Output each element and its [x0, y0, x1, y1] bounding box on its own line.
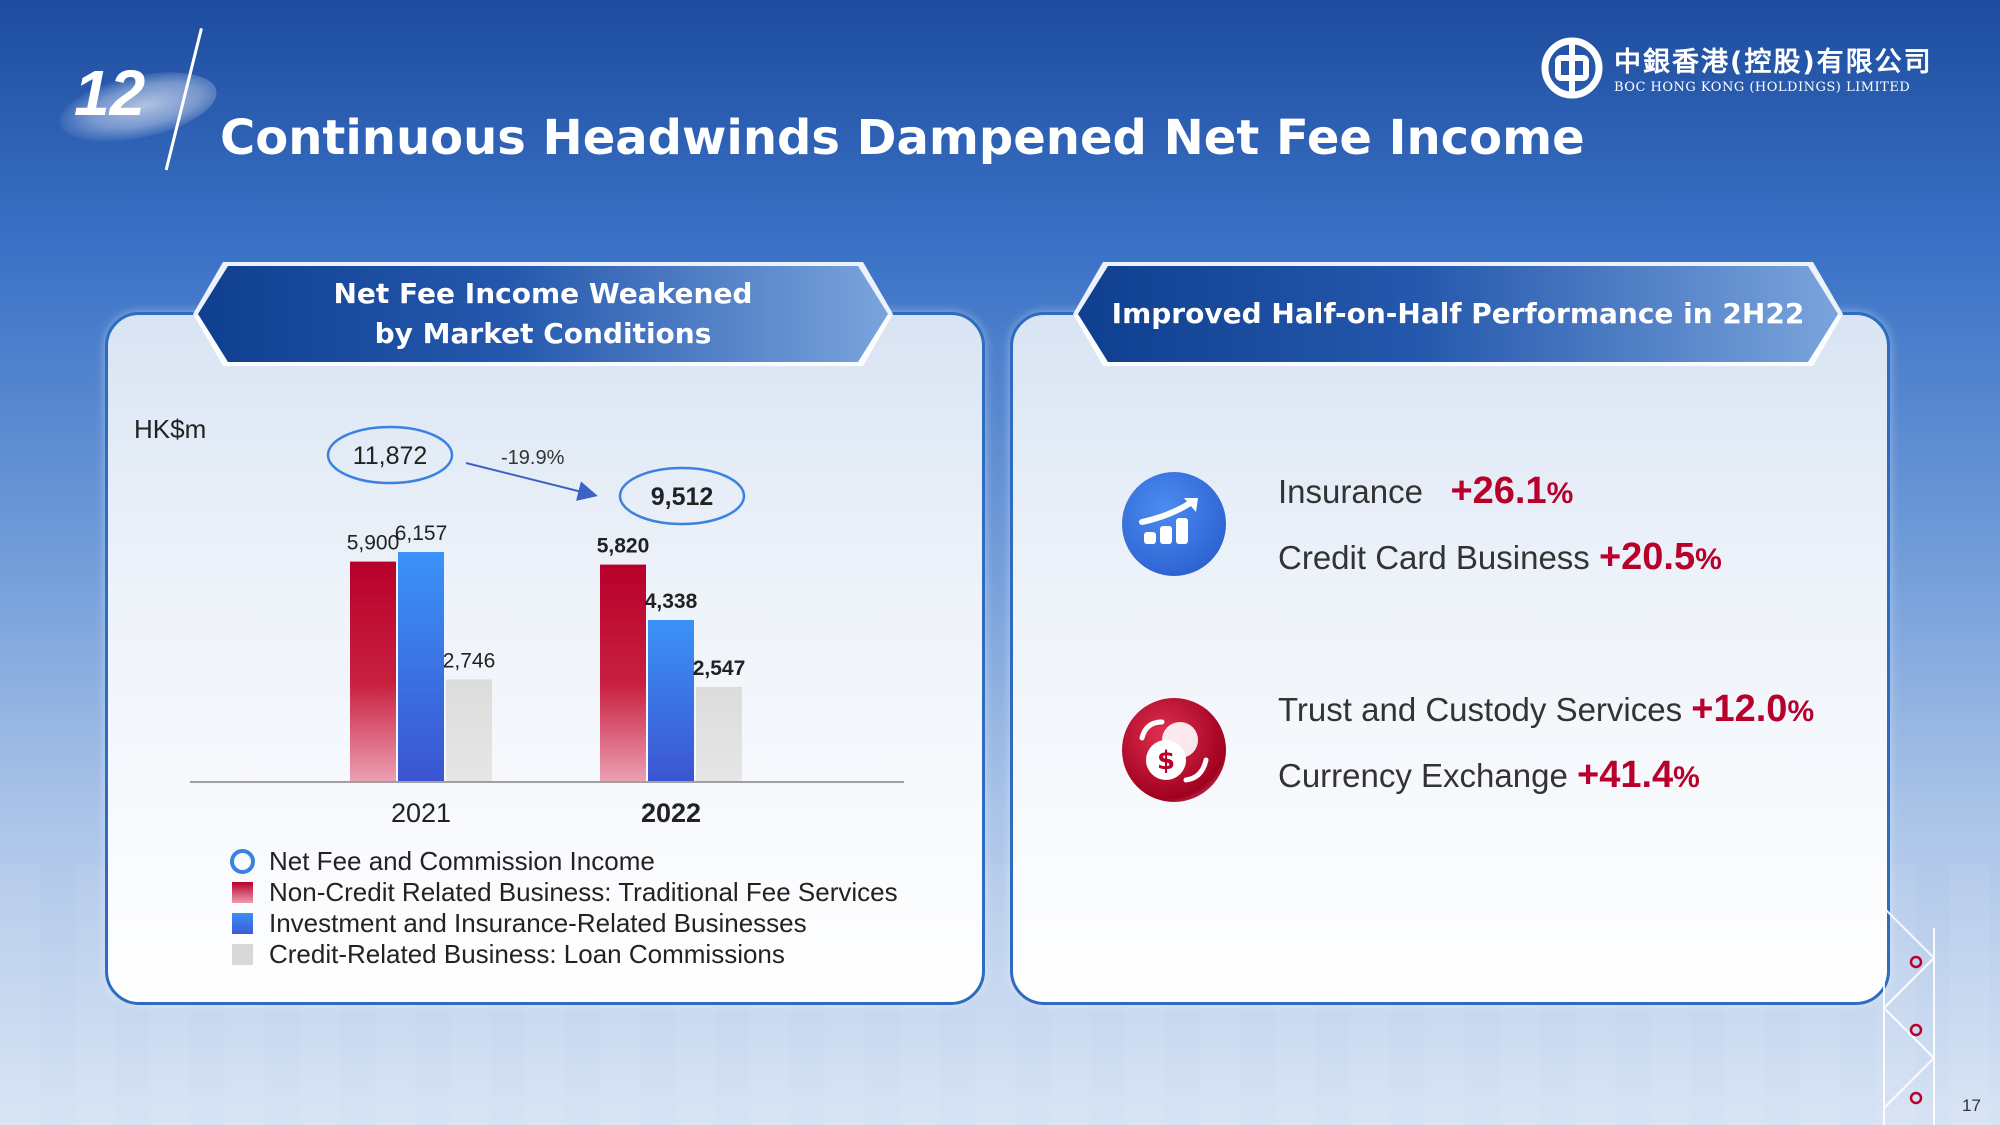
- page-number: 17: [1962, 1096, 1981, 1115]
- legend-swatch-total: [230, 849, 255, 874]
- legend-swatch-investment: [232, 913, 253, 934]
- legend-item-investment: Investment and Insurance-Related Busines…: [232, 908, 898, 939]
- change-label: -19.9%: [501, 447, 565, 469]
- bar-investment-2022: [648, 619, 694, 782]
- total-label-2022: 9,512: [651, 483, 714, 511]
- metric-currency-exchange-value: +41.4: [1577, 754, 1674, 796]
- total-ellipse-2022: [618, 466, 746, 526]
- metric-currency-exchange-label: Currency Exchange: [1278, 757, 1568, 794]
- logo-name-en: BOC HONG KONG (HOLDINGS) LIMITED: [1614, 80, 1911, 95]
- legend-label-total: Net Fee and Commission Income: [269, 846, 655, 876]
- metric-insurance-unit: %: [1546, 477, 1574, 510]
- bar-label-credit-2021: 2,746: [443, 649, 496, 672]
- legend-swatch-credit: [232, 944, 253, 965]
- bar-traditional-2022: [600, 564, 646, 782]
- change-arrow: [465, 462, 598, 501]
- y-axis-label: HK$m: [134, 414, 206, 444]
- metric-trust-custody-value: +12.0: [1691, 688, 1788, 730]
- legend-item-credit: Credit-Related Business: Loan Commission…: [232, 939, 898, 970]
- metric-credit-card-label: Credit Card Business: [1278, 539, 1590, 576]
- legend-item-traditional: Non-Credit Related Business: Traditional…: [232, 877, 898, 908]
- metric-trust-custody-unit: %: [1787, 695, 1815, 728]
- metric-insurance-label: Insurance: [1278, 473, 1423, 510]
- x-tick-2021: 2021: [391, 798, 451, 828]
- metric-credit-card: Credit Card Business +20.5%: [1278, 536, 1722, 579]
- logo-name-cn: 中銀香港(控股)有限公司: [1614, 47, 1933, 78]
- bar-label-investment-2022: 4,338: [645, 590, 698, 613]
- total-ellipse-2021: [326, 425, 454, 485]
- right-panel-banner: Improved Half-on-Half Performance in 2H2…: [1078, 266, 1838, 362]
- metric-insurance-value: +26.1: [1450, 470, 1547, 512]
- bar-label-credit-2022: 2,547: [693, 657, 746, 680]
- page-title: Continuous Headwinds Dampened Net Fee In…: [220, 110, 1585, 166]
- metric-insurance: Insurance +26.1%: [1278, 470, 1573, 513]
- bar-credit-2022: [696, 686, 742, 782]
- right-panel: [1010, 312, 1890, 1005]
- bar-traditional-2021: [350, 561, 396, 782]
- boc-logo-icon: [1541, 37, 1603, 99]
- legend-label-credit: Credit-Related Business: Loan Commission…: [269, 939, 785, 969]
- legend-label-investment: Investment and Insurance-Related Busines…: [269, 908, 807, 938]
- bank-tower-decoration: [1882, 868, 1936, 1125]
- bar-label-traditional-2021: 5,900: [347, 532, 400, 555]
- slide-number: 12: [53, 48, 223, 154]
- bar-label-traditional-2022: 5,820: [597, 535, 650, 558]
- total-label-2021: 11,872: [353, 442, 428, 470]
- metric-credit-card-unit: %: [1695, 543, 1722, 576]
- left-banner-line-1: Net Fee Income Weakened: [333, 277, 753, 310]
- svg-text:$: $: [1157, 746, 1175, 776]
- company-logo: 中銀香港(控股)有限公司 BOC HONG KONG (HOLDINGS) LI…: [1540, 36, 1960, 106]
- legend-label-traditional: Non-Credit Related Business: Traditional…: [269, 877, 898, 907]
- growth-chart-icon: [1122, 472, 1226, 576]
- left-panel-banner: Net Fee Income Weakened by Market Condit…: [198, 266, 888, 362]
- legend-swatch-traditional: [232, 882, 253, 903]
- metric-currency-exchange: Currency Exchange +41.4%: [1278, 754, 1700, 797]
- bar-credit-2021: [446, 679, 492, 782]
- bar-investment-2021: [398, 552, 444, 782]
- slide-number-text: 12: [74, 57, 146, 129]
- metric-credit-card-value: +20.5: [1598, 536, 1696, 578]
- left-banner-line-2: by Market Conditions: [374, 317, 712, 350]
- legend-item-total: Net Fee and Commission Income: [230, 846, 898, 877]
- chart-legend: Net Fee and Commission Income Non-Credit…: [230, 846, 898, 970]
- metric-currency-exchange-unit: %: [1673, 761, 1700, 794]
- metric-trust-custody-label: Trust and Custody Services: [1278, 691, 1683, 728]
- metric-trust-custody: Trust and Custody Services +12.0%: [1278, 688, 1814, 731]
- currency-exchange-icon: $: [1122, 698, 1226, 802]
- x-tick-2022: 2022: [641, 798, 701, 828]
- bar-label-investment-2021: 6,157: [395, 522, 448, 545]
